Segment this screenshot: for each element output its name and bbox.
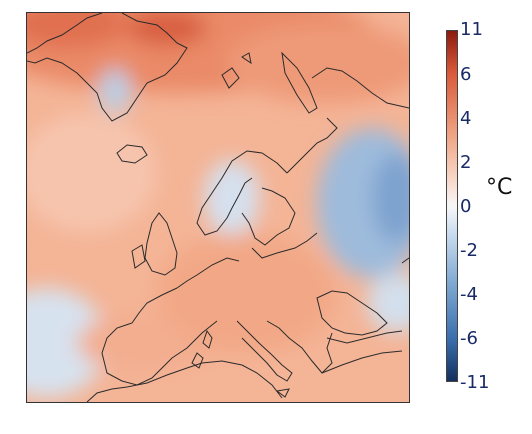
coastlines [27, 13, 409, 402]
colorbar-tick-label: 2 [460, 152, 472, 173]
colorbar-tick-label: -11 [460, 372, 490, 393]
map-panel [26, 12, 410, 403]
temperature-anomaly-map [27, 13, 409, 402]
colorbar-unit-label: °C [486, 175, 513, 200]
colorbar-tick-label: -4 [460, 284, 478, 305]
colorbar-tick-label: 0 [460, 196, 472, 217]
colorbar [446, 30, 458, 382]
anomaly-field-shading [27, 13, 409, 398]
colorbar-tick-label: 4 [460, 108, 472, 129]
colorbar-tick-label: 11 [460, 19, 483, 40]
colorbar-tick-label: -6 [460, 328, 478, 349]
colorbar-tick-label: 6 [460, 64, 472, 85]
colorbar-tick-label: -2 [460, 240, 478, 261]
